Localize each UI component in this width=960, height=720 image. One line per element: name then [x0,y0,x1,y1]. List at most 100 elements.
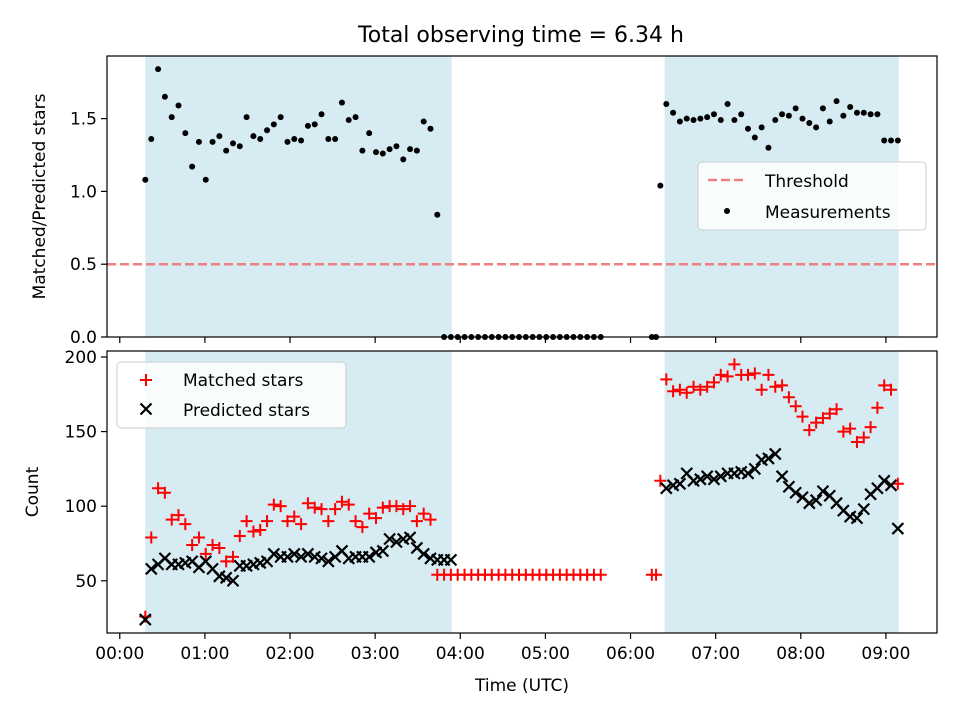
shaded-interval-1 [664,351,899,633]
data-point [294,550,308,564]
data-point [359,147,366,154]
data-point [796,410,809,423]
data-point [751,134,758,141]
x-tick-label: 00:00 [95,644,144,664]
data-point [417,547,430,561]
data-point [189,163,196,170]
data-point [844,422,857,435]
legend-box [697,161,927,231]
data-point [363,507,376,520]
data-point [810,416,823,429]
data-point [694,473,707,486]
data-point [813,124,820,131]
x-tick-label: 08:00 [776,644,825,664]
data-point [223,147,230,154]
data-point [179,518,192,531]
data-point [226,550,239,563]
data-point [186,538,199,551]
series-predicted-stars [139,447,905,626]
x-tick-label: 03:00 [351,644,400,664]
data-point [782,391,795,404]
data-point [304,122,311,129]
data-point [413,147,420,154]
data-point [400,156,407,163]
data-point [704,114,711,121]
legend-predicted-swatch [139,402,153,416]
data-point [874,111,881,118]
series-matched-stars [139,358,904,623]
data-point [731,117,738,124]
data-point [254,524,267,537]
data-point [710,111,717,118]
data-point [270,121,277,128]
data-point [738,111,745,118]
data-point [894,137,901,144]
data-point [420,118,427,125]
data-point [356,521,369,534]
data-point [373,149,380,156]
data-point [816,412,829,425]
data-point [427,125,434,132]
bottom-panel: 50 100 150 200 00:00 01:00 02:00 03:00 04:00 05:0… [23,348,938,696]
data-point [366,130,373,137]
data-point [161,93,168,100]
data-point [673,477,687,491]
data-point [884,479,898,492]
data-point [650,568,663,581]
data-point [311,121,318,128]
data-point [404,500,417,513]
legend: Threshold Measurements [697,161,927,231]
data-point [857,431,870,444]
data-point [857,502,871,516]
data-point [755,383,768,396]
data-point [219,571,233,585]
y-axis-label: Count [23,466,43,517]
data-point [762,452,775,465]
axes-frame [106,350,938,634]
y-tick-label: 0.5 [70,255,97,275]
data-point [338,99,345,106]
data-point [281,515,294,528]
data-point [690,117,697,124]
data-point [654,474,667,487]
data-point [434,211,441,218]
data-point [694,383,707,396]
data-point [291,135,298,142]
data-point [819,105,826,112]
data-point [301,497,314,510]
x-tick-label: 06:00 [606,644,655,664]
data-point [335,495,348,508]
data-point [769,380,782,393]
data-point [417,507,430,520]
data-point [390,535,403,549]
x-axis-label: Time (UTC) [474,676,569,696]
data-point [206,538,219,551]
data-point [165,513,178,526]
x-tick-label: 04:00 [436,644,485,664]
data-point [175,102,182,109]
data-point [379,150,386,157]
data-point [322,555,335,568]
data-point [397,503,410,516]
legend-matched-swatch [140,374,152,386]
y-tick-label: 200 [65,348,97,368]
data-point [393,143,400,150]
data-point [264,127,271,134]
data-point [789,486,802,500]
data-point [277,114,284,121]
data-point [267,498,280,511]
data-point [741,467,755,480]
top-panel: 0.0 0.5 1.0 1.5 Matched/Predicted stars Thres… [30,55,938,348]
y-tick-label: 1.5 [70,110,97,130]
data-point [444,553,458,567]
legend-measurement-swatch [724,208,730,214]
data-point [891,522,905,535]
data-point [233,530,246,543]
data-point [871,401,884,414]
data-point [168,114,175,121]
data-point [322,515,335,528]
data-point [660,481,673,495]
data-point [775,470,789,483]
data-point [209,138,216,145]
data-point [318,111,325,118]
